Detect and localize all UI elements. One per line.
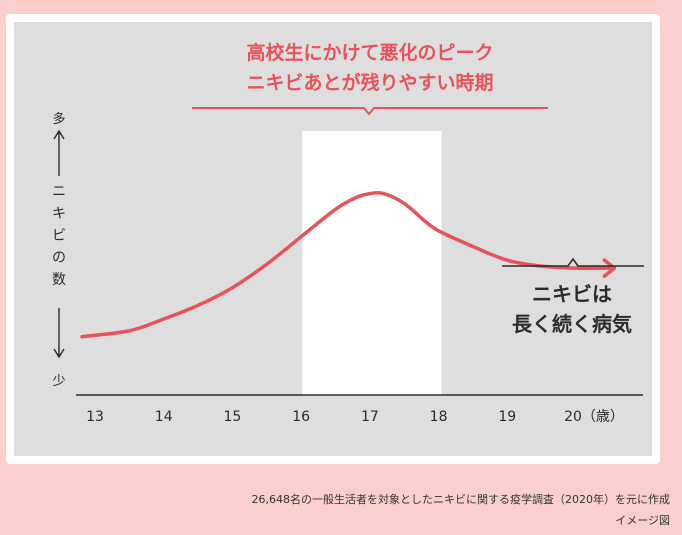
annotation-line-1: ニキビは bbox=[532, 282, 612, 306]
image-label: イメージ図 bbox=[615, 514, 670, 527]
y-axis-label-char: 数 bbox=[52, 272, 66, 288]
x-tick-label: 18 bbox=[430, 409, 448, 425]
chart-title-line-1: 高校生にかけて悪化のピーク bbox=[246, 41, 493, 64]
peak-age-highlight bbox=[302, 131, 442, 395]
curve-arrowhead bbox=[602, 258, 617, 278]
y-axis-label-char: キ bbox=[52, 206, 66, 222]
y-axis-label-char: ビ bbox=[52, 228, 66, 244]
x-tick-label: 20（歳） bbox=[564, 409, 624, 425]
x-tick-label: 13 bbox=[86, 409, 104, 425]
x-tick-label: 17 bbox=[361, 409, 379, 425]
y-axis-up-arrow bbox=[53, 129, 65, 176]
annotation-line-2: 長く続く病気 bbox=[512, 312, 632, 336]
x-tick-label: 15 bbox=[224, 409, 242, 425]
x-tick-label: 14 bbox=[155, 409, 173, 425]
x-tick-label: 16 bbox=[292, 409, 310, 425]
chart-title-line-2: ニキビあとが残りやすい時期 bbox=[246, 71, 493, 94]
y-axis-label-char: の bbox=[52, 250, 66, 266]
y-axis-bottom-label: 少 bbox=[52, 374, 65, 389]
source-note: 26,648名の一般生活者を対象としたニキビに関する疫学調査（2020年）を元に… bbox=[251, 493, 670, 506]
y-axis-top-label: 多 bbox=[52, 111, 65, 127]
x-axis-ticks: 13 14 15 16 17 18 19 20（歳） bbox=[86, 409, 624, 425]
acne-count-curve bbox=[80, 190, 613, 339]
y-axis-label-char: ニ bbox=[52, 184, 66, 200]
y-axis-down-arrow bbox=[53, 308, 65, 359]
annotation-bracket bbox=[502, 257, 644, 267]
x-tick-label: 19 bbox=[498, 409, 516, 425]
title-bracket bbox=[192, 107, 548, 116]
